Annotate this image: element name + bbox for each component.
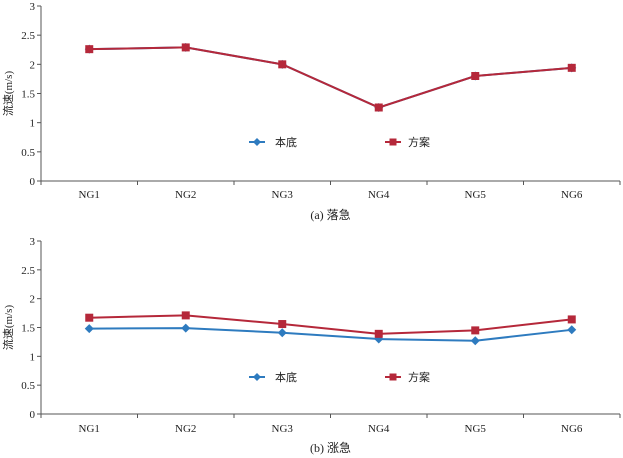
data-point-diamond: [84, 324, 94, 334]
y-tick-label: 2.5: [21, 30, 35, 42]
x-tick-label: NG4: [368, 189, 390, 201]
x-tick-label: NG1: [79, 189, 100, 201]
y-axis-label: 流速(m/s): [1, 305, 15, 351]
y-tick-label: 2: [30, 59, 36, 71]
series-line-1: [89, 46, 572, 109]
legend-label: 方案: [408, 370, 430, 384]
x-tick-label: NG3: [272, 423, 294, 435]
y-tick-label: 1: [30, 118, 36, 130]
x-tick-label: NG6: [561, 189, 583, 201]
data-point-square: [181, 311, 190, 320]
y-tick-label: 0.5: [21, 147, 35, 159]
legend-label: 本底: [275, 370, 297, 384]
y-tick-label: 2: [30, 294, 36, 306]
data-point-square: [85, 313, 94, 322]
chart-caption: (b) 涨急: [310, 440, 351, 455]
y-tick-label: 1: [30, 351, 36, 363]
data-point-square: [567, 63, 576, 72]
legend-marker-square: [389, 373, 397, 381]
y-tick-label: 2.5: [21, 265, 35, 277]
data-point-diamond: [181, 323, 191, 333]
y-axis-label: 流速(m/s): [1, 71, 15, 117]
data-point-square: [567, 315, 576, 324]
data-point-diamond: [277, 328, 287, 338]
data-point-square: [374, 329, 383, 338]
data-point-square: [85, 45, 94, 54]
y-tick-label: 1.5: [21, 323, 35, 335]
legend-label: 方案: [408, 135, 430, 149]
legend-marker-square: [389, 138, 397, 146]
chart-panel-1: 0 0.5 1 1.5 2 2.5 3 NG1 NG2 NG3 NG4 NG5 NG6 流速(m/s) 本底…: [1, 1, 621, 222]
data-point-square: [278, 320, 287, 329]
data-point-square: [471, 72, 480, 80]
data-point-square: [181, 43, 190, 52]
x-tick-label: NG3: [272, 189, 294, 201]
data-point-diamond: [470, 336, 480, 346]
y-tick-label: 1.5: [21, 89, 35, 101]
y-tick-label: 3: [30, 1, 36, 13]
series-line-1: [89, 327, 572, 342]
x-tick-label: NG6: [561, 423, 583, 435]
data-point-square: [471, 326, 480, 335]
series-line-2: [89, 46, 572, 109]
y-tick-label: 0: [30, 409, 36, 421]
legend-marker-diamond: [253, 138, 261, 146]
legend-label: 本底: [275, 135, 297, 149]
y-tick-label: 0.5: [21, 380, 35, 392]
series-line-2: [89, 314, 572, 335]
y-tick-label: 0: [30, 176, 36, 188]
data-point-diamond: [567, 325, 577, 335]
x-tick-label: NG5: [465, 189, 487, 201]
chart-panel-2: 0 0.5 1 1.5 2 2.5 3 NG1 NG2 NG3 NG4 NG5 NG6 流速(m/s) 本底…: [1, 236, 621, 455]
legend-marker-diamond: [253, 373, 261, 381]
y-tick-label: 3: [30, 236, 36, 248]
x-tick-label: NG2: [175, 189, 196, 201]
x-tick-label: NG2: [175, 423, 196, 435]
data-point-square: [278, 60, 287, 69]
x-tick-label: NG1: [79, 423, 100, 435]
chart-caption: (a) 落急: [310, 207, 350, 222]
data-point-square: [374, 103, 383, 112]
x-tick-label: NG4: [368, 423, 390, 435]
x-tick-label: NG5: [465, 423, 487, 435]
